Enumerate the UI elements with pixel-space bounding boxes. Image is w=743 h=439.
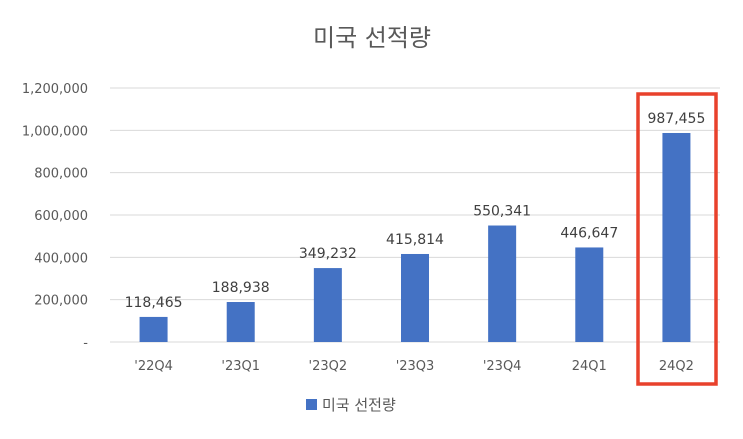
bar	[662, 132, 691, 342]
legend-label: 미국 선전량	[322, 396, 396, 414]
x-tick-label: '23Q2	[309, 359, 348, 374]
bar	[401, 253, 429, 342]
bar	[139, 316, 168, 342]
y-axis-ticks: - 200,000 400,000 600,000 800,000 1,000,000 1,…	[22, 82, 88, 351]
x-tick-label: '23Q4	[483, 359, 522, 374]
y-tick-label: 600,000	[34, 209, 88, 224]
x-tick-label: 24Q1	[572, 359, 607, 374]
y-tick-label: 800,000	[34, 167, 88, 182]
y-tick-label: -	[83, 336, 88, 351]
bar	[226, 302, 255, 342]
x-tick-label: '22Q4	[134, 359, 173, 374]
chart-title: 미국 선적량	[313, 24, 431, 52]
x-axis-ticks: '22Q4 '23Q1 '23Q2 '23Q3 '23Q4 24Q1 24Q2	[134, 359, 694, 374]
bar	[313, 268, 342, 342]
x-tick-label: 24Q2	[659, 359, 694, 374]
data-label: 987,455	[647, 111, 705, 127]
data-label: 550,341	[473, 204, 531, 220]
data-labels: 118,465 188,938 349,232 415,814 550,341 446,6…	[125, 111, 706, 311]
highlight-box	[636, 92, 718, 386]
x-tick-label: '23Q3	[396, 359, 435, 374]
data-label: 188,938	[212, 280, 270, 296]
legend-swatch	[306, 399, 317, 410]
y-tick-label: 200,000	[34, 294, 88, 309]
x-tick-label: '23Q1	[221, 359, 260, 374]
data-label: 446,647	[560, 225, 618, 241]
y-tick-label: 1,200,000	[22, 82, 88, 97]
data-label: 349,232	[299, 246, 357, 262]
legend: 미국 선전량	[306, 396, 396, 414]
data-label: 415,814	[386, 232, 444, 248]
bar	[575, 247, 604, 342]
y-tick-label: 400,000	[34, 251, 88, 266]
bar	[488, 225, 517, 342]
bars	[139, 132, 691, 342]
data-label: 118,465	[125, 295, 183, 311]
y-tick-label: 1,000,000	[22, 124, 88, 139]
